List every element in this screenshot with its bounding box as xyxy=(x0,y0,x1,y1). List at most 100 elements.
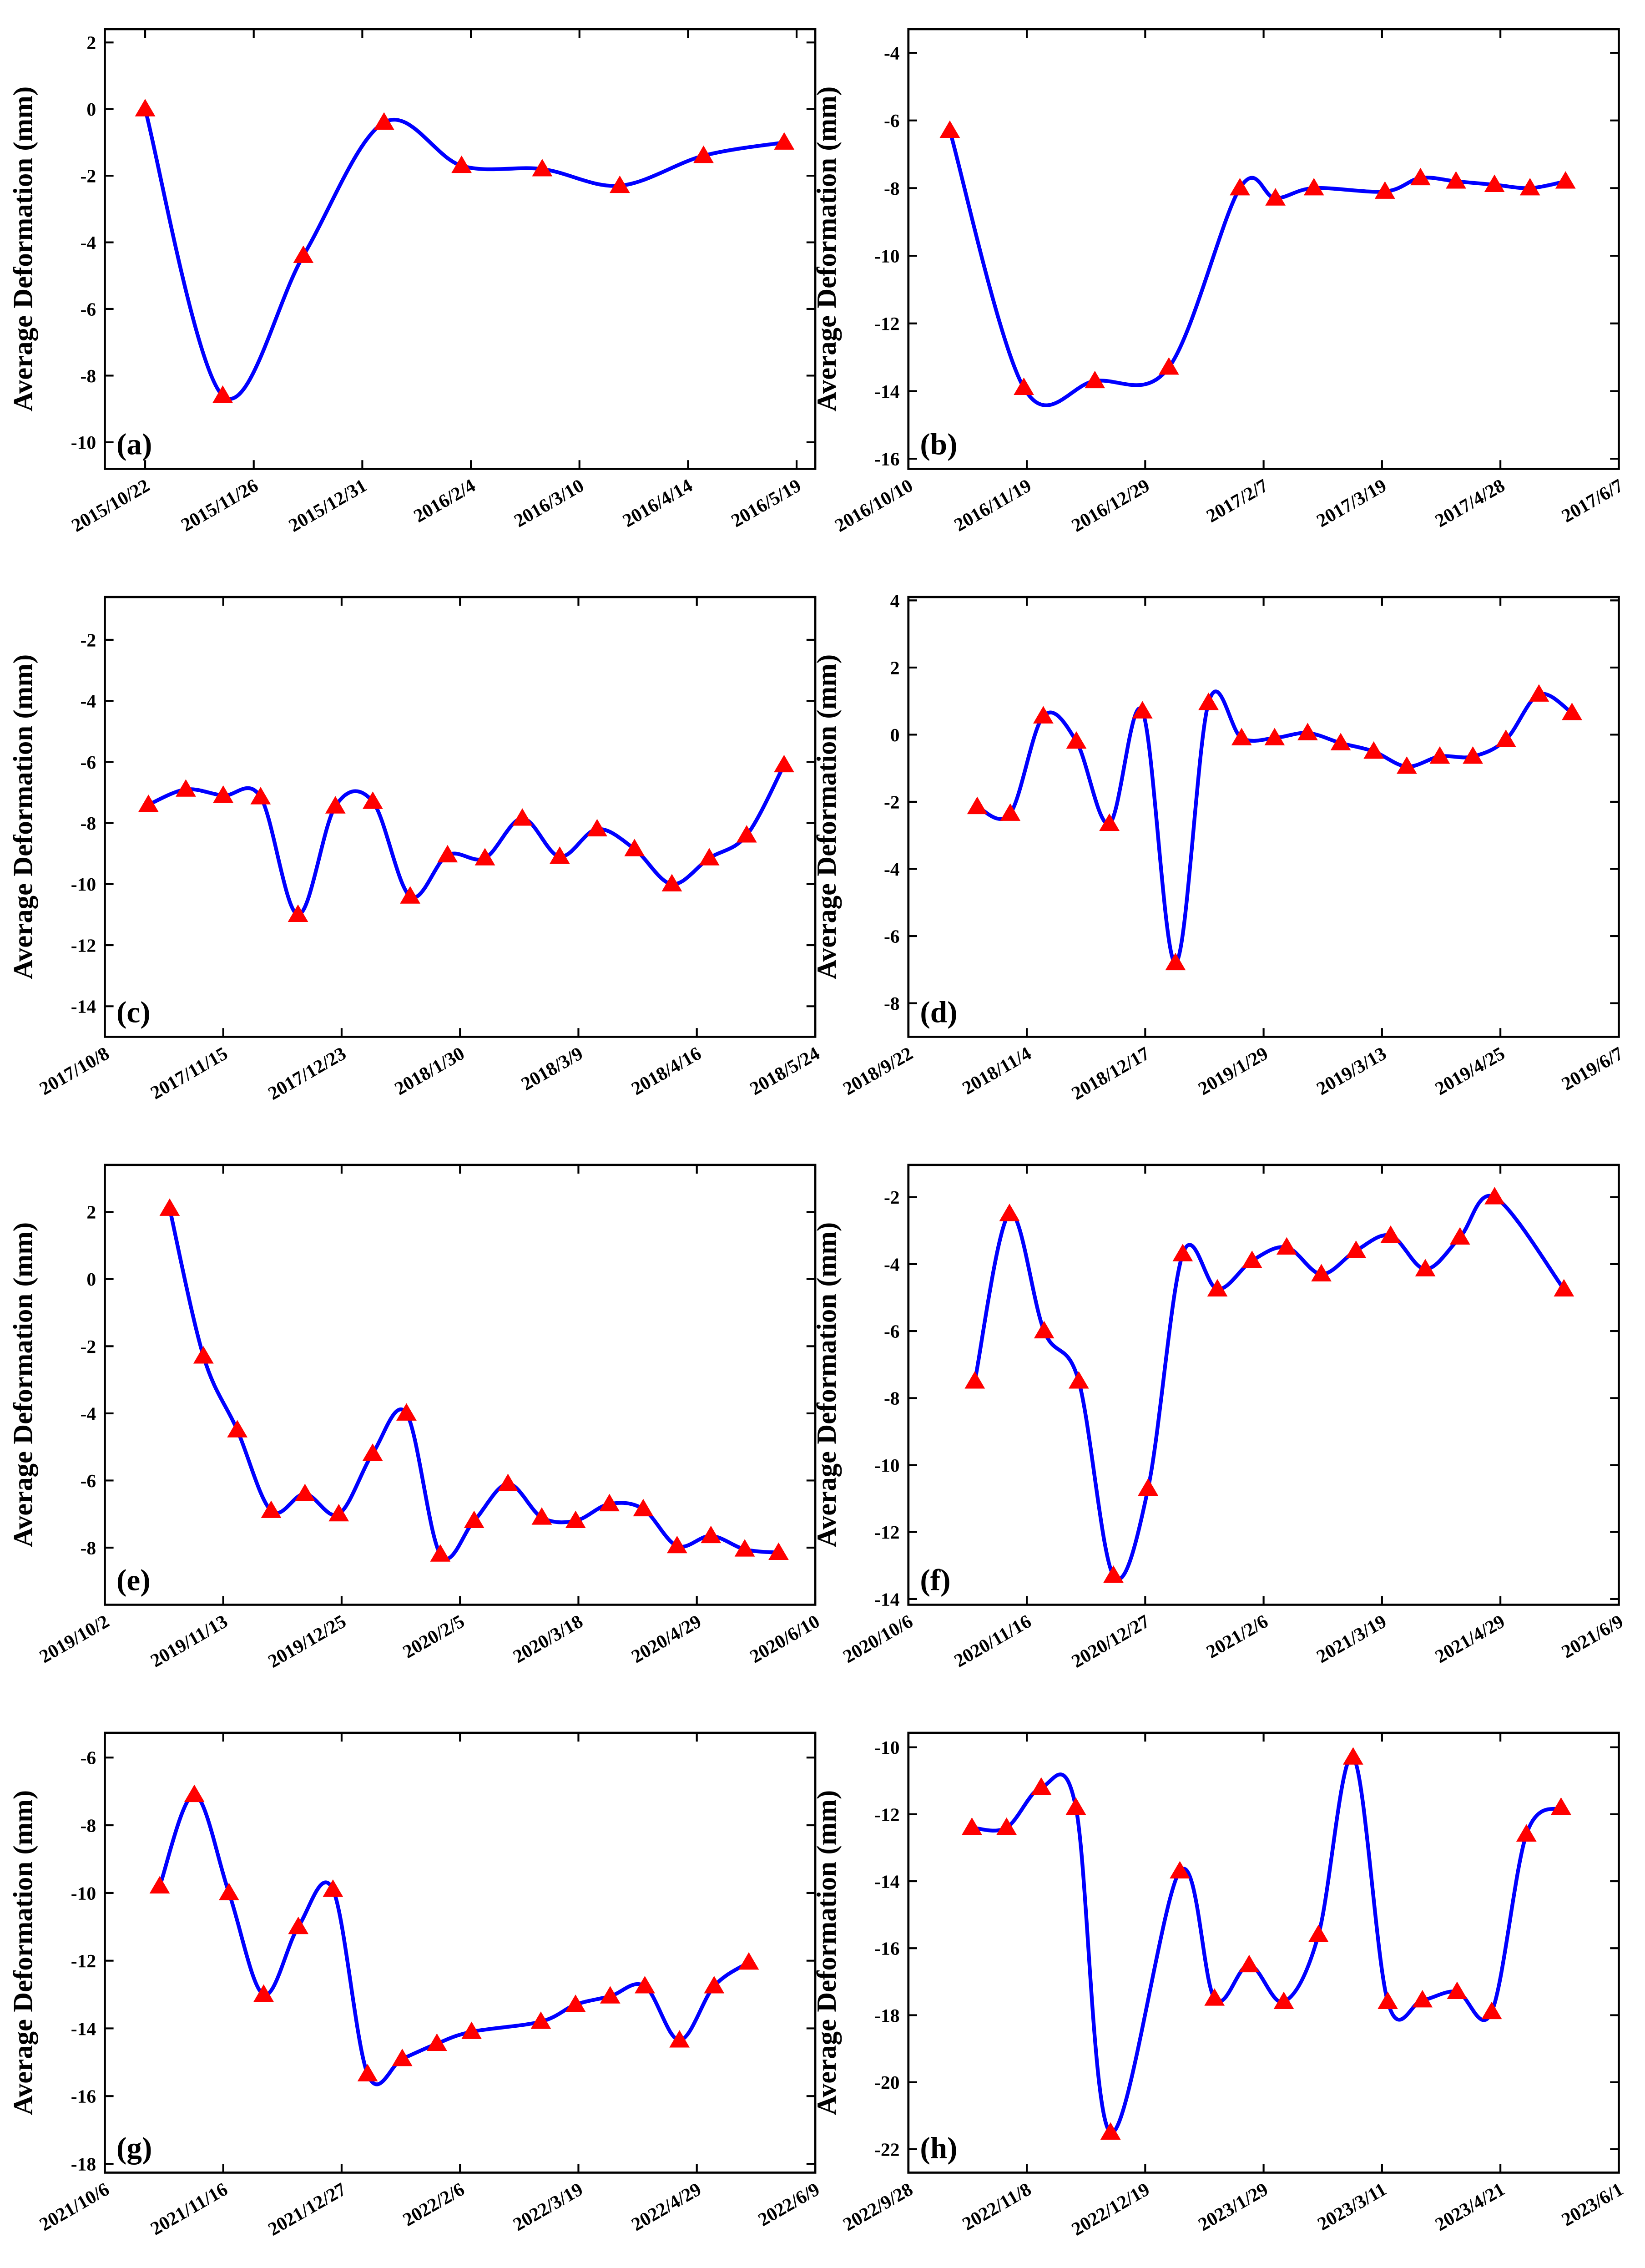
x-tick-label: 2016/12/29 xyxy=(1068,475,1153,536)
data-marker xyxy=(253,1984,274,2002)
x-tick-label: 2020/6/10 xyxy=(746,1610,823,1667)
y-tick-label: -12 xyxy=(874,1804,899,1825)
data-marker xyxy=(549,846,570,864)
data-marker xyxy=(565,1510,586,1528)
y-tick-label: -14 xyxy=(874,1589,900,1610)
data-marker xyxy=(1068,1371,1089,1389)
data-marker xyxy=(1276,1237,1297,1255)
data-marker xyxy=(176,779,196,797)
data-marker xyxy=(1415,1259,1436,1276)
x-tick-label: 2018/9/22 xyxy=(839,1043,916,1099)
data-line xyxy=(158,1793,750,2086)
x-tick-label: 2019/10/2 xyxy=(36,1610,113,1667)
plot-frame xyxy=(907,596,1620,1038)
data-marker xyxy=(1239,1954,1260,1973)
data-marker xyxy=(135,99,156,116)
data-marker xyxy=(661,874,682,891)
data-marker xyxy=(624,839,645,856)
data-marker xyxy=(1446,171,1466,189)
x-tick-label: 2017/10/8 xyxy=(36,1043,113,1099)
y-tick-label: 0 xyxy=(86,99,96,120)
data-marker xyxy=(1172,1244,1193,1261)
y-tick-label: -18 xyxy=(71,2153,96,2174)
x-tick-label: 2015/11/26 xyxy=(177,475,262,535)
x-tick-label: 2015/12/31 xyxy=(285,475,370,536)
x-tick-label: 2021/10/6 xyxy=(36,2178,113,2235)
data-marker xyxy=(1308,1924,1329,1942)
data-marker xyxy=(1447,1981,1468,1999)
data-marker xyxy=(1000,803,1021,821)
panel: -8 -6 -4 -2 0 2 2019/10/2 2019/11/13 2019/12/25 2… xyxy=(8,1164,823,1672)
data-marker xyxy=(1170,1861,1190,1878)
y-tick-label: -8 xyxy=(81,1815,96,1836)
y-axis-label: Average Deformation (mm) xyxy=(8,1790,38,2116)
x-tick-label: 2021/3/19 xyxy=(1313,1610,1390,1667)
y-tick-label: -8 xyxy=(81,1537,96,1558)
y-tick-label: -16 xyxy=(874,448,899,469)
data-marker xyxy=(1066,731,1087,749)
panel-label: (f) xyxy=(920,1563,950,1597)
data-marker xyxy=(357,2064,378,2081)
y-tick-label: -2 xyxy=(884,1187,900,1208)
data-marker xyxy=(1529,684,1549,702)
data-marker xyxy=(1410,167,1431,186)
data-marker xyxy=(1033,706,1054,724)
panel-label: (h) xyxy=(920,2131,957,2165)
x-tick-label: 2021/11/16 xyxy=(147,2178,231,2239)
y-tick-label: -6 xyxy=(81,752,96,773)
data-line xyxy=(143,108,785,401)
data-marker xyxy=(531,1507,552,1525)
data-marker xyxy=(1138,1478,1159,1496)
x-tick-label: 2021/12/27 xyxy=(264,2178,349,2240)
data-marker xyxy=(362,1443,383,1461)
data-marker xyxy=(1273,1991,1294,2010)
data-marker xyxy=(193,1346,214,1364)
panel-label: (a) xyxy=(116,427,152,461)
panel: -10 -8 -6 -4 -2 0 2 2015/10/22 2015/11/26 2015/12… xyxy=(8,28,817,536)
data-marker xyxy=(699,848,720,866)
x-tick-label: 2016/3/10 xyxy=(510,475,587,531)
data-marker xyxy=(1412,1990,1433,2008)
x-tick-label: 2017/3/19 xyxy=(1313,475,1390,531)
data-marker xyxy=(1034,1321,1055,1339)
data-marker xyxy=(212,385,233,403)
y-tick-label: -6 xyxy=(884,926,900,947)
data-marker xyxy=(701,1525,722,1544)
data-marker xyxy=(1495,729,1516,747)
x-tick-label: 2018/12/17 xyxy=(1068,1043,1153,1104)
y-tick-label: -14 xyxy=(71,2018,96,2039)
data-marker xyxy=(464,1510,484,1528)
x-tick-label: 2019/3/13 xyxy=(1313,1043,1390,1099)
data-marker xyxy=(609,175,630,193)
x-tick-label: 2017/4/28 xyxy=(1431,475,1508,531)
y-tick-label: -10 xyxy=(874,245,899,266)
data-marker xyxy=(1484,174,1505,192)
x-tick-label: 2019/4/25 xyxy=(1431,1043,1508,1099)
data-marker xyxy=(1100,2122,1121,2140)
data-marker xyxy=(437,845,458,863)
x-tick-label: 2021/2/6 xyxy=(1203,1610,1272,1662)
x-tick-label: 2016/2/4 xyxy=(410,475,479,526)
data-marker xyxy=(373,112,394,130)
x-tick-label: 2022/4/29 xyxy=(628,2178,705,2235)
data-marker xyxy=(474,848,495,866)
x-tick-label: 2022/6/9 xyxy=(754,2178,823,2230)
x-tick-label: 2017/2/7 xyxy=(1203,475,1272,526)
x-tick-label: 2023/6/1 xyxy=(1558,2178,1627,2230)
data-marker xyxy=(288,904,308,922)
y-tick-label: -2 xyxy=(81,1336,96,1357)
y-tick-label: 2 xyxy=(86,32,96,53)
y-tick-label: -8 xyxy=(884,1388,900,1409)
y-axis-label: Average Deformation (mm) xyxy=(812,654,842,980)
data-marker xyxy=(693,145,714,163)
data-marker xyxy=(1429,746,1450,764)
data-marker xyxy=(1374,181,1395,199)
data-marker xyxy=(999,1204,1020,1221)
data-marker xyxy=(218,1883,239,1900)
y-tick-label: -10 xyxy=(71,432,96,453)
y-tick-label: -6 xyxy=(884,110,900,131)
data-marker xyxy=(149,1876,170,1894)
y-tick-label: -6 xyxy=(81,1470,96,1491)
y-tick-label: -22 xyxy=(874,2139,899,2160)
